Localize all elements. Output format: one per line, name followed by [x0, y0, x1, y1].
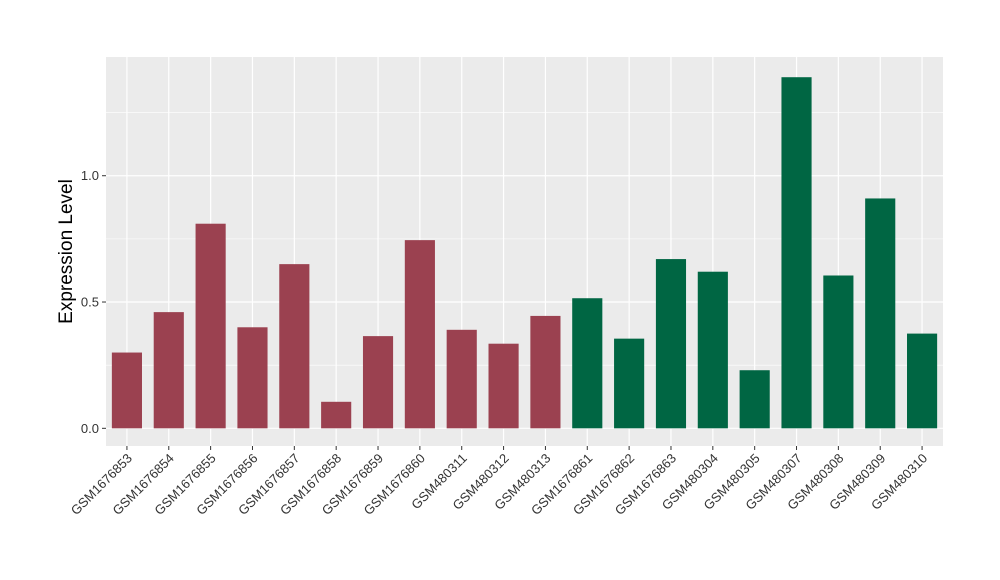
bar-GSM1676858	[321, 401, 352, 429]
bars	[111, 77, 938, 429]
bar-GSM1676862	[614, 338, 645, 429]
bar-GSM480304	[697, 271, 728, 429]
bar-GSM1676863	[655, 259, 687, 429]
bar-GSM1676855	[195, 223, 226, 429]
y-axis: 0.0 0.5 1.0	[81, 168, 106, 436]
y-tick-label: 1.0	[81, 168, 99, 183]
bar-GSM1676857	[279, 264, 310, 429]
bar-GSM480307	[781, 77, 812, 429]
bar-GSM480313	[530, 315, 561, 429]
bar-GSM1676856	[237, 327, 268, 429]
bar-GSM480305	[739, 370, 770, 429]
bar-GSM480311	[446, 329, 477, 429]
bar-GSM1676859	[362, 336, 394, 429]
bar-GSM480310	[907, 333, 938, 429]
bar-GSM480312	[488, 343, 519, 429]
y-axis-title: Expression Level	[56, 179, 77, 324]
bar-GSM1676853	[111, 352, 142, 429]
x-axis: GSM1676853GSM1676854GSM1676855GSM1676856…	[68, 446, 930, 518]
bar-GSM480308	[823, 275, 854, 429]
bar-GSM1676860	[404, 240, 435, 429]
bar-GSM1676861	[572, 298, 603, 429]
plot-panel	[106, 57, 943, 446]
y-tick-label: 0.0	[81, 421, 99, 436]
bar-GSM1676854	[153, 312, 184, 429]
bar-GSM480309	[865, 198, 896, 429]
y-tick-label: 0.5	[81, 295, 99, 310]
